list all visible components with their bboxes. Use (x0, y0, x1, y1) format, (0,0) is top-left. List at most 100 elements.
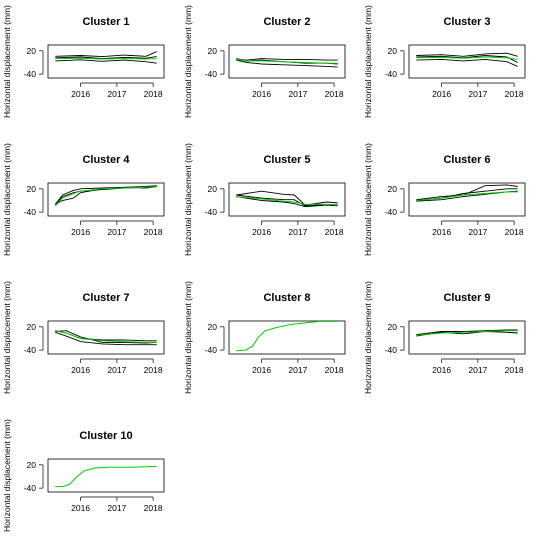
member-series-line (236, 59, 338, 68)
centroid-series-line (236, 58, 338, 64)
member-series-line (55, 51, 157, 58)
y-axis-label: Horizontal displacement (mm) (2, 5, 12, 118)
x-tick-label: 2017 (468, 89, 487, 99)
member-series-line (416, 329, 518, 336)
panel-5: Cluster 5 2016 2017 2018 20 -40 Horizontal dis… (183, 143, 346, 256)
x-tick-label: 2017 (288, 89, 307, 99)
plot-frame (228, 182, 346, 217)
x-tick-label: 2018 (505, 365, 524, 375)
plot-area (236, 321, 338, 352)
y-tick-label: -40 (24, 483, 37, 493)
panel-title: Cluster 6 (443, 154, 490, 166)
x-tick-label: 2017 (107, 365, 126, 375)
panel-title: Cluster 4 (82, 154, 130, 166)
x-tick-label: 2016 (71, 503, 90, 513)
x-tick-label: 2016 (71, 227, 90, 237)
centroid-series-line (416, 330, 518, 336)
panel-3: Cluster 3 2016 2017 2018 20 -40 Horizontal dis… (363, 5, 526, 118)
panel-title: Cluster 10 (79, 430, 132, 442)
y-tick-label: 20 (388, 322, 398, 332)
x-tick-label: 2017 (107, 89, 126, 99)
x-tick-label: 2016 (432, 365, 451, 375)
panel-9: Cluster 9 2016 2017 2018 20 -40 Horizontal dis… (363, 281, 526, 394)
panel-7: Cluster 7 2016 2017 2018 20 -40 Horizontal dis… (2, 281, 165, 394)
y-tick-label: -40 (24, 69, 37, 79)
panel-title: Cluster 8 (263, 292, 310, 304)
y-axis-label: Horizontal displacement (mm) (363, 5, 373, 118)
member-series-line (55, 59, 157, 64)
x-tick-label: 2017 (468, 227, 487, 237)
centroid-series-line (236, 196, 338, 205)
plot-area (236, 58, 338, 68)
x-tick-label: 2018 (505, 227, 524, 237)
centroid-series-line (55, 57, 157, 60)
x-tick-label: 2018 (505, 89, 524, 99)
y-axis-label: Horizontal displacement (mm) (363, 281, 373, 394)
member-series-line (55, 56, 157, 60)
x-tick-label: 2016 (252, 89, 271, 99)
plot-frame (408, 182, 526, 217)
panel-6: Cluster 6 2016 2017 2018 20 -40 Horizontal dis… (363, 143, 526, 256)
member-series-line (416, 52, 518, 57)
y-tick-label: 20 (208, 322, 218, 332)
plot-area (236, 190, 338, 208)
x-tick-label: 2016 (252, 227, 271, 237)
panel-title: Cluster 7 (82, 292, 129, 304)
member-series-line (54, 186, 157, 205)
y-axis-label: Horizontal displacement (mm) (363, 143, 373, 256)
panel-2: Cluster 2 2016 2017 2018 20 -40 Horizontal dis… (183, 5, 346, 118)
plot-frame (47, 44, 165, 79)
x-tick-label: 2017 (288, 227, 307, 237)
x-tick-label: 2016 (432, 227, 451, 237)
y-tick-label: -40 (24, 345, 37, 355)
plot-frame (408, 44, 526, 79)
centroid-series-line (54, 186, 157, 207)
x-tick-label: 2018 (325, 365, 344, 375)
y-tick-label: -40 (385, 69, 398, 79)
y-tick-label: 20 (27, 460, 37, 470)
centroid-series-line (55, 465, 157, 488)
panel-title: Cluster 2 (263, 16, 310, 28)
member-series-line (55, 331, 157, 346)
x-tick-label: 2017 (288, 365, 307, 375)
plot-area (55, 330, 157, 346)
y-axis-label: Horizontal displacement (mm) (2, 281, 12, 394)
member-series-line (416, 184, 518, 201)
y-axis-label: Horizontal displacement (mm) (2, 419, 12, 532)
x-tick-label: 2017 (468, 365, 487, 375)
y-tick-label: -40 (205, 69, 218, 79)
plot-frame (408, 320, 526, 355)
centroid-series-line (236, 321, 338, 352)
member-series-line (236, 196, 338, 208)
x-tick-label: 2016 (432, 89, 451, 99)
x-tick-label: 2017 (107, 227, 126, 237)
y-tick-label: 20 (208, 184, 218, 194)
y-tick-label: 20 (27, 184, 37, 194)
y-tick-label: -40 (205, 345, 218, 355)
plot-area (54, 185, 157, 207)
member-series-line (236, 190, 338, 206)
y-axis-label: Horizontal displacement (mm) (2, 143, 12, 256)
member-series-line (416, 58, 518, 67)
y-tick-label: 20 (208, 46, 218, 56)
x-tick-label: 2018 (325, 227, 344, 237)
plot-area (416, 52, 518, 67)
plot-frame (47, 458, 165, 493)
x-tick-label: 2016 (252, 365, 271, 375)
y-tick-label: 20 (27, 322, 37, 332)
plot-area (55, 51, 157, 64)
y-tick-label: -40 (385, 345, 398, 355)
panel-4: Cluster 4 2016 2017 2018 20 -40 Horizontal dis… (2, 143, 165, 256)
y-tick-label: 20 (388, 46, 398, 56)
plot-area (55, 465, 157, 488)
plot-frame (47, 320, 165, 355)
member-series-line (55, 185, 157, 205)
member-series-line (236, 58, 338, 61)
x-tick-label: 2018 (144, 365, 163, 375)
y-axis-label: Horizontal displacement (mm) (183, 143, 193, 256)
x-tick-label: 2018 (325, 89, 344, 99)
centroid-series-line (416, 191, 518, 201)
panel-title: Cluster 5 (263, 154, 310, 166)
panel-8: Cluster 8 2016 2017 2018 20 -40 Horizontal dis… (183, 281, 346, 394)
